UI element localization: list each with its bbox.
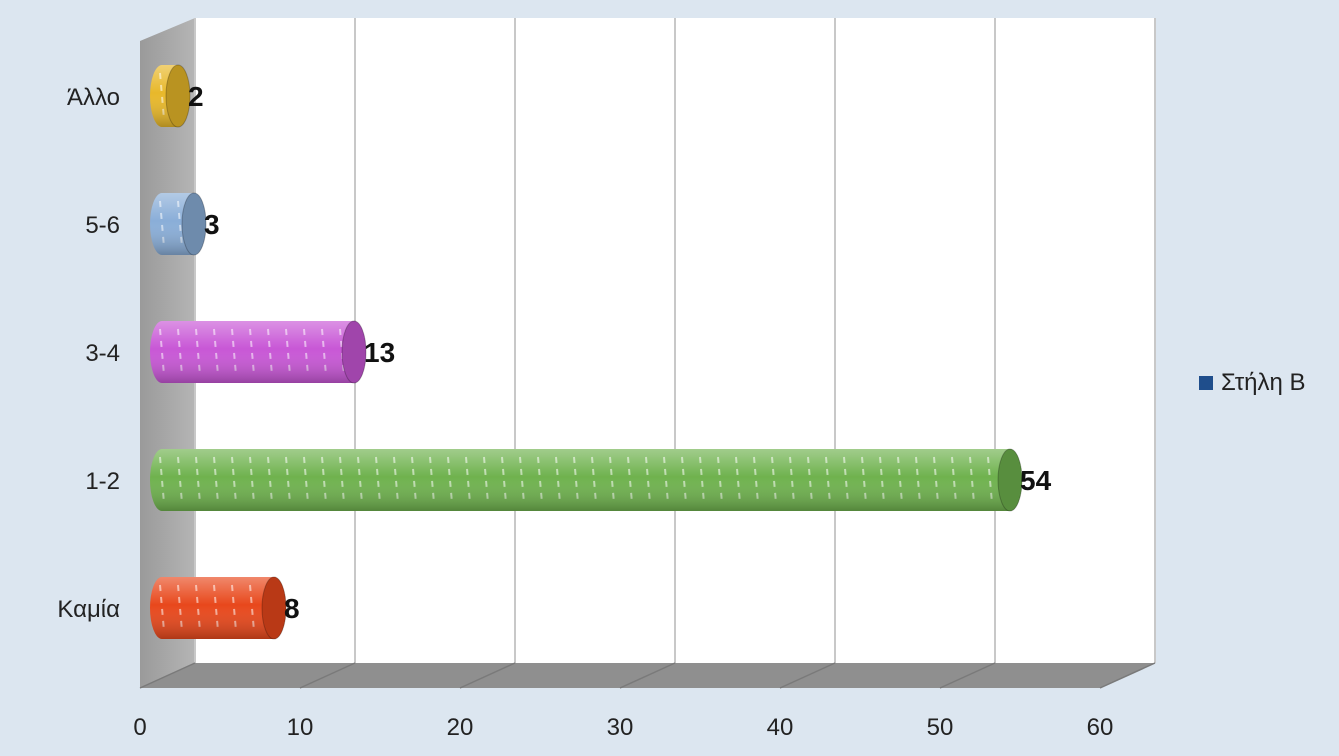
data-label: 13 [364,337,395,368]
tick-label: 0 [133,714,146,741]
bar-cap-shade [262,577,286,639]
bar-cap [261,576,287,640]
floor-gridline [139,662,196,689]
bar-cap-shade [998,449,1022,511]
bar-cap-shade [182,193,206,255]
bars [150,64,1023,640]
bar-cap-shade [166,65,190,127]
value-axis: 0 10 20 30 40 50 60 [133,714,1113,741]
category-label: Καμία [57,596,120,623]
floor-gridline [779,662,836,689]
category-label: 1-2 [85,468,120,495]
bar-shade [150,577,286,639]
bar-shade [150,449,1022,511]
bar-cap [341,320,367,384]
bar-1 [150,448,1023,512]
gridlines [139,18,1156,689]
floor-gridline [459,662,516,689]
bar-cap [181,192,207,256]
category-label: 3-4 [85,340,120,367]
data-labels: 8 54 13 3 2 [188,81,1052,624]
category-axis: Καμία 1-2 3-4 5-6 Άλλο [57,84,120,623]
bar-4 [150,64,191,128]
tick-label: 40 [767,714,794,741]
tick-label: 30 [607,714,634,741]
data-label: 54 [1020,465,1052,496]
bar-shade [150,321,366,383]
floor-gridline [619,662,676,689]
tick-label: 10 [287,714,314,741]
bar-0 [150,576,287,640]
floor-gridline [1099,662,1156,689]
legend-swatch [1199,376,1213,390]
category-label: Άλλο [67,84,120,111]
bar-cap-shade [342,321,366,383]
category-label: 5-6 [85,212,120,239]
floor-gridline [299,662,356,689]
data-label: 8 [284,593,300,624]
bar-cap [165,64,191,128]
tick-label: 20 [447,714,474,741]
bar-2 [150,320,367,384]
tick-label: 50 [927,714,954,741]
data-label: 3 [204,209,220,240]
bar-3 [150,192,207,256]
legend: Στήλη B [1199,369,1306,397]
tick-label: 60 [1087,714,1114,741]
floor-gridline [939,662,996,689]
data-label: 2 [188,81,204,112]
bar-cap [997,448,1023,512]
legend-label: Στήλη B [1221,369,1306,396]
